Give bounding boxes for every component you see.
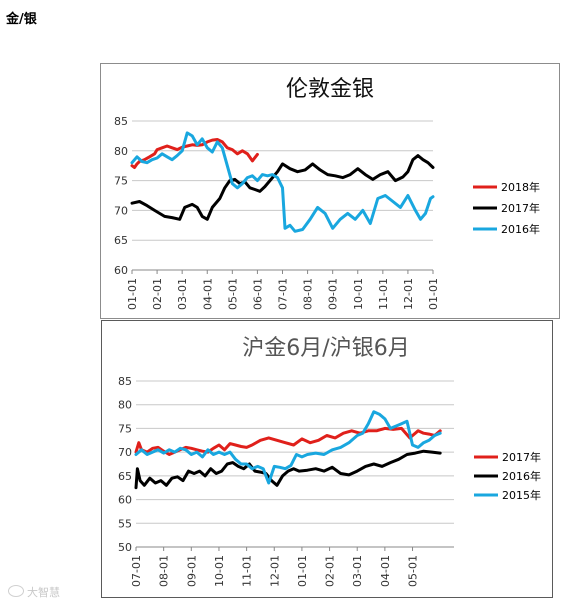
- x-tick-label: 11-01: [377, 278, 390, 310]
- x-tick-label: 08-01: [158, 555, 171, 587]
- x-tick-label: 10-01: [213, 555, 226, 587]
- x-tick-label: 08-01: [302, 278, 315, 310]
- y-tick-label: 50: [118, 541, 132, 554]
- y-tick-label: 80: [118, 399, 132, 412]
- y-tick-label: 60: [114, 264, 128, 277]
- x-tick-label: 01-01: [126, 278, 139, 310]
- x-tick-label: 04-01: [379, 555, 392, 587]
- y-tick-label: 70: [114, 204, 128, 217]
- chart-title: 沪金6月/沪银6月: [242, 336, 409, 361]
- x-tick-label: 02-01: [151, 278, 164, 310]
- series-line: [134, 449, 442, 490]
- chart-shanghai-gold-silver-svg: 沪金6月/沪银6月 50 55 60 65 70 75 80 85 07-01 08-01 09-01…: [118, 336, 541, 587]
- watermark: 大智慧: [8, 584, 60, 600]
- x-tick-label: 07-01: [130, 555, 143, 587]
- legend-label: 2016年: [502, 469, 541, 483]
- x-tick-label: 12-01: [268, 555, 281, 587]
- y-tick-label: 85: [118, 375, 132, 388]
- page-heading: 金/银: [6, 12, 37, 27]
- y-tick-label: 75: [118, 422, 132, 435]
- y-tick-label: 75: [114, 175, 128, 188]
- legend-label: 2018年: [501, 180, 540, 194]
- x-tick-label: 03-01: [351, 555, 364, 587]
- x-tick-label: 01-01: [296, 555, 309, 587]
- x-tick-label: 12-01: [402, 278, 415, 310]
- x-tick-label: 06-01: [251, 278, 264, 310]
- series-line: [134, 426, 442, 456]
- x-tick-label: 09-01: [185, 555, 198, 587]
- x-tick-label: 07-01: [277, 278, 290, 310]
- watermark-logo-icon: [8, 585, 24, 597]
- series-line: [130, 138, 259, 169]
- legend-label: 2017年: [501, 201, 540, 215]
- x-tick-label: 04-01: [201, 278, 214, 310]
- legend-label: 2016年: [501, 222, 540, 236]
- y-tick-label: 70: [118, 446, 132, 459]
- series-line: [130, 154, 435, 221]
- legend-label: 2015年: [502, 488, 541, 502]
- x-tick-label: 03-01: [176, 278, 189, 310]
- y-tick-label: 60: [118, 494, 132, 507]
- x-tick-label: 11-01: [241, 555, 254, 587]
- x-tick-label: 10-01: [352, 278, 365, 310]
- y-tick-label: 65: [118, 470, 132, 483]
- x-tick-label: 09-01: [327, 278, 340, 310]
- watermark-text: 大智慧: [27, 586, 60, 599]
- chart-london-gold-silver: 伦敦金银 60 65 70 75 80 85 01-01 02-01 03-01 04-01 05-0…: [100, 63, 560, 319]
- legend-label: 2017年: [502, 450, 541, 464]
- x-tick-label: 02-01: [324, 555, 337, 587]
- x-tick-label: 05-01: [407, 555, 420, 587]
- x-tick-label: 05-01: [226, 278, 239, 310]
- chart-shanghai-gold-silver: 沪金6月/沪银6月 50 55 60 65 70 75 80 85 07-01 08-01 09-01…: [101, 320, 553, 598]
- x-tick-label: 01-01: [427, 278, 440, 310]
- series-line: [134, 410, 442, 485]
- chart-london-gold-silver-svg: 伦敦金银 60 65 70 75 80 85 01-01 02-01 03-01 04-01 05-0…: [114, 77, 540, 310]
- y-tick-label: 80: [114, 145, 128, 158]
- chart-title: 伦敦金银: [286, 77, 374, 102]
- y-tick-label: 85: [114, 115, 128, 128]
- y-tick-label: 55: [118, 517, 132, 530]
- series-line: [130, 131, 435, 233]
- y-tick-label: 65: [114, 234, 128, 247]
